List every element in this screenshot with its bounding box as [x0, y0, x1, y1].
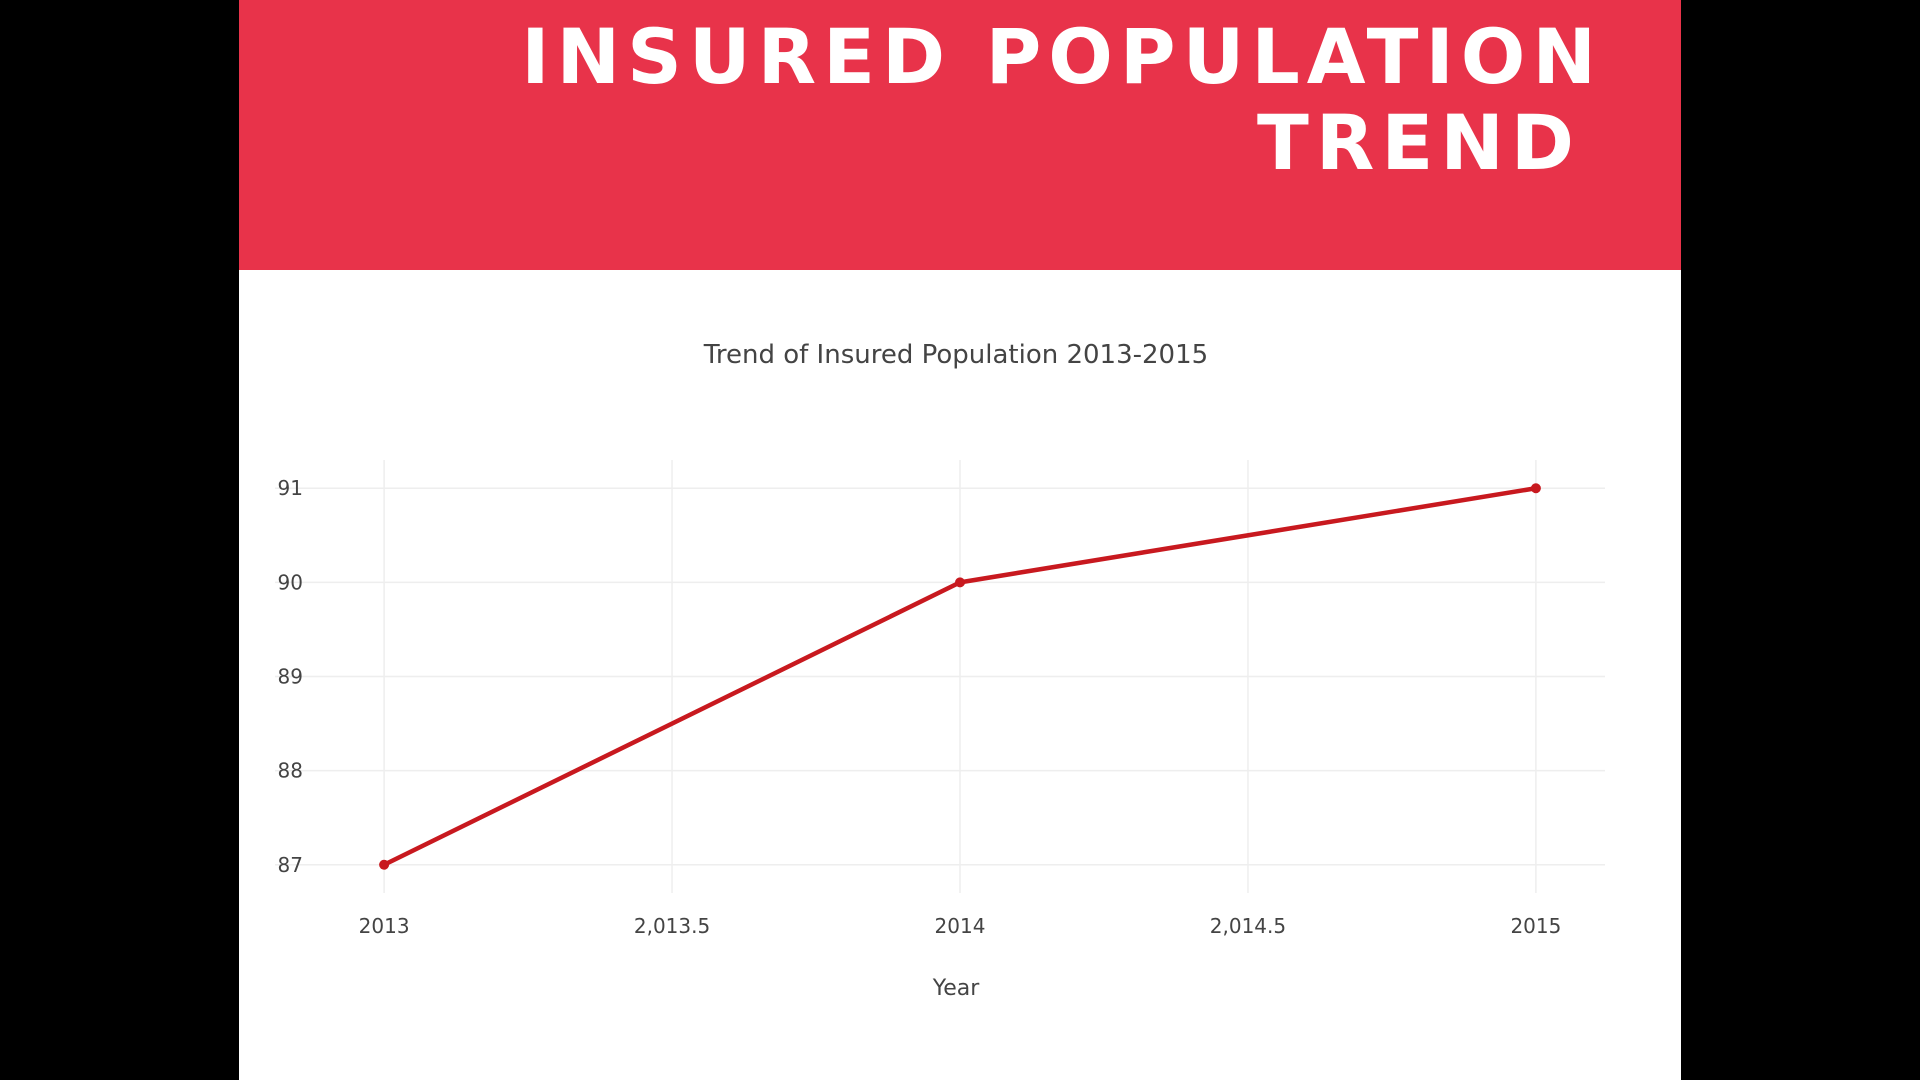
y-tick-label: 89 — [278, 665, 303, 689]
y-tick-label: 88 — [278, 759, 303, 783]
x-tick-label: 2,013.5 — [634, 914, 710, 938]
data-point[interactable] — [379, 859, 390, 870]
y-tick-label: 90 — [278, 570, 303, 594]
y-gridlines — [275, 487, 1605, 866]
title-banner: INSURED POPULATION TREND — [239, 0, 1681, 270]
x-tick-label: 2013 — [359, 914, 410, 938]
x-tick-label: 2015 — [1510, 914, 1561, 938]
slide: INSURED POPULATION TREND Trend of Insure… — [239, 0, 1681, 1080]
x-axis-label: Year — [932, 976, 981, 1001]
page-title-line1: INSURED POPULATION — [521, 12, 1603, 101]
y-tick-labels: 87 88 89 90 91 — [278, 476, 303, 877]
chart-title: Trend of Insured Population 2013-2015 — [703, 340, 1208, 370]
page-title-line2: TREND — [1257, 98, 1581, 187]
data-point[interactable] — [1530, 483, 1541, 494]
data-point[interactable] — [955, 577, 965, 588]
chart-container: Trend of Insured Population 2013-2015 20… — [239, 330, 1681, 1030]
y-tick-label: 87 — [278, 853, 303, 877]
x-tick-labels: 2013 2,013.5 2014 2,014.5 2015 — [359, 914, 1562, 938]
page-title: INSURED POPULATION TREND — [303, 14, 1603, 186]
series-group — [379, 483, 1541, 870]
x-tick-label: 2014 — [935, 914, 986, 938]
line-chart: Trend of Insured Population 2013-2015 20… — [275, 340, 1605, 1001]
y-tick-label: 91 — [278, 476, 303, 500]
x-tick-label: 2,014.5 — [1210, 914, 1286, 938]
